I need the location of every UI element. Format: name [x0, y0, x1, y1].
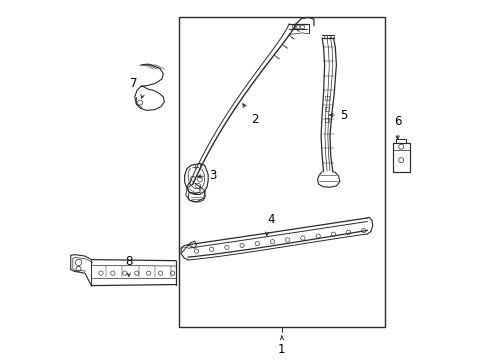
- Bar: [327, 35, 330, 38]
- Bar: [300, 25, 303, 28]
- Text: 6: 6: [393, 115, 401, 128]
- Bar: [325, 96, 328, 100]
- Bar: [325, 107, 328, 111]
- Bar: [323, 35, 326, 38]
- Bar: [291, 25, 294, 28]
- Text: 4: 4: [267, 213, 275, 226]
- Text: 1: 1: [278, 343, 285, 356]
- Text: 8: 8: [125, 255, 132, 268]
- Text: 2: 2: [250, 113, 258, 126]
- Bar: [296, 25, 299, 28]
- Text: 3: 3: [208, 170, 216, 183]
- Bar: [178, 17, 385, 327]
- Text: 7: 7: [130, 77, 138, 90]
- Bar: [330, 35, 333, 38]
- Bar: [325, 117, 328, 122]
- Text: 5: 5: [339, 109, 346, 122]
